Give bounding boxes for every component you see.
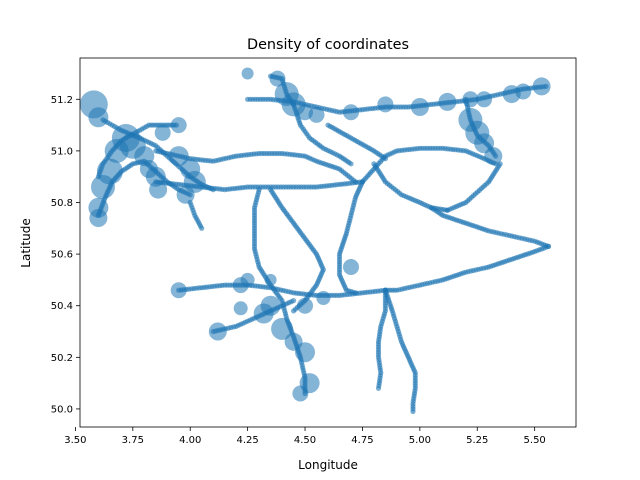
data-point-cluster bbox=[96, 158, 123, 185]
y-tick-label: 50.8 bbox=[51, 198, 73, 209]
y-tick-label: 50.4 bbox=[51, 301, 73, 312]
data-point bbox=[348, 161, 354, 167]
data-point-cluster bbox=[532, 77, 551, 96]
data-point-cluster bbox=[410, 98, 429, 116]
data-point-cluster bbox=[176, 185, 195, 204]
data-point bbox=[291, 298, 297, 304]
data-point-cluster bbox=[233, 301, 248, 316]
x-axis-label: Longitude bbox=[298, 458, 358, 472]
data-point-cluster bbox=[462, 91, 479, 108]
data-point-cluster bbox=[154, 124, 171, 141]
x-axis: 3.50 3.75 4.00 4.25 4.50 4.75 5.00 5.25 5.50 bbox=[64, 427, 546, 446]
data-point-cluster bbox=[292, 385, 309, 402]
data-point-cluster bbox=[308, 106, 325, 123]
data-point-cluster bbox=[208, 322, 227, 341]
chart-title: Density of coordinates bbox=[247, 37, 409, 53]
x-tick-label: 3.75 bbox=[122, 435, 144, 446]
y-tick-label: 51.2 bbox=[51, 95, 73, 106]
data-point bbox=[375, 385, 382, 391]
y-tick-label: 50.0 bbox=[51, 404, 73, 415]
data-point-cluster bbox=[241, 67, 254, 80]
data-point bbox=[199, 225, 205, 231]
data-point-cluster bbox=[170, 117, 187, 134]
data-point-cluster bbox=[271, 317, 294, 340]
data-point-cluster bbox=[377, 96, 394, 113]
data-point bbox=[291, 308, 297, 314]
data-point-cluster bbox=[149, 180, 168, 199]
y-tick-label: 50.6 bbox=[51, 250, 73, 261]
data-point bbox=[382, 156, 388, 162]
plot-frame bbox=[79, 57, 577, 428]
data-point-cluster bbox=[264, 273, 277, 286]
data-point-cluster bbox=[89, 209, 108, 227]
y-axis: 50.0 50.2 50.4 50.6 50.8 51.0 51.2 bbox=[51, 95, 80, 415]
data-point-cluster bbox=[484, 147, 503, 166]
x-tick-label: 4.50 bbox=[294, 435, 316, 446]
data-point-cluster bbox=[269, 70, 286, 87]
scatter-points bbox=[79, 67, 552, 415]
data-point-cluster bbox=[260, 295, 281, 316]
x-tick-label: 3.50 bbox=[64, 435, 86, 446]
data-point bbox=[410, 408, 416, 415]
data-point-cluster bbox=[295, 342, 315, 363]
y-tick-label: 51.0 bbox=[51, 146, 73, 157]
x-tick-label: 5.50 bbox=[524, 435, 546, 446]
data-point-cluster bbox=[476, 91, 493, 108]
data-point-cluster bbox=[88, 107, 109, 128]
x-tick-label: 4.00 bbox=[179, 435, 201, 446]
data-point-cluster bbox=[316, 291, 331, 305]
data-point-cluster bbox=[343, 104, 359, 121]
x-tick-label: 4.25 bbox=[236, 435, 258, 446]
y-tick-label: 50.2 bbox=[51, 353, 73, 364]
data-point-cluster bbox=[343, 259, 359, 275]
data-point-cluster bbox=[240, 272, 255, 287]
x-tick-label: 5.00 bbox=[409, 435, 431, 446]
y-axis-label: Latitude bbox=[19, 218, 33, 267]
data-point-cluster bbox=[515, 83, 532, 100]
data-point-cluster bbox=[438, 92, 457, 111]
x-tick-label: 4.75 bbox=[351, 435, 373, 446]
data-point-cluster bbox=[170, 282, 187, 299]
data-point-cluster bbox=[168, 146, 189, 167]
data-point-cluster bbox=[297, 297, 313, 314]
x-tick-label: 5.25 bbox=[466, 435, 488, 446]
